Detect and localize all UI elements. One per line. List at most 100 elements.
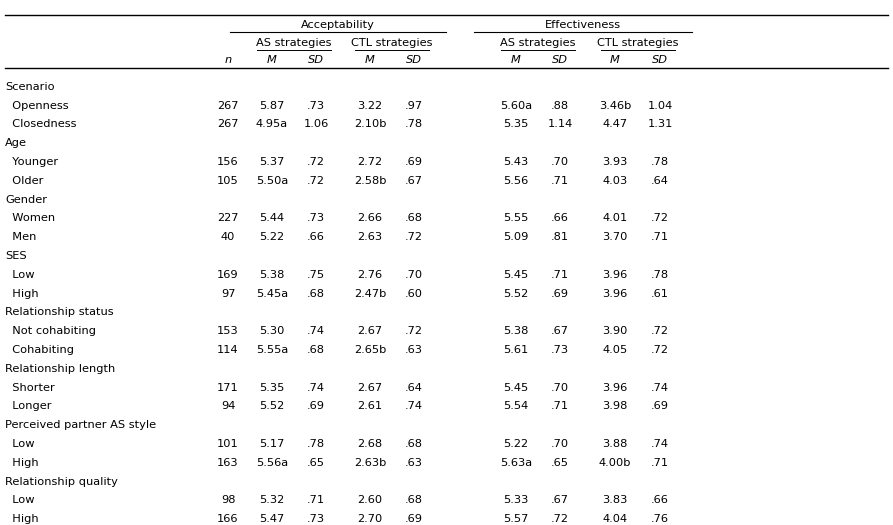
Text: 2.70: 2.70	[357, 514, 382, 524]
Text: .69: .69	[651, 402, 669, 412]
Text: 5.56: 5.56	[504, 176, 529, 186]
Text: SES: SES	[5, 251, 27, 261]
Text: 267: 267	[217, 119, 238, 129]
Text: .72: .72	[651, 213, 669, 224]
Text: 114: 114	[217, 345, 238, 355]
Text: .69: .69	[405, 157, 423, 167]
Text: .60: .60	[405, 289, 423, 299]
Text: 1.06: 1.06	[304, 119, 329, 129]
Text: 5.45a: 5.45a	[256, 289, 288, 299]
Text: .72: .72	[651, 326, 669, 336]
Text: 5.63a: 5.63a	[500, 458, 532, 468]
Text: 3.70: 3.70	[602, 232, 628, 242]
Text: 2.58b: 2.58b	[354, 176, 387, 186]
Text: 5.09: 5.09	[504, 232, 529, 242]
Text: AS strategies: AS strategies	[256, 38, 332, 48]
Text: SD: SD	[652, 55, 668, 65]
Text: Younger: Younger	[5, 157, 58, 167]
Text: 5.50a: 5.50a	[256, 176, 288, 186]
Text: .68: .68	[405, 496, 423, 506]
Text: 5.37: 5.37	[259, 157, 285, 167]
Text: 3.90: 3.90	[602, 326, 628, 336]
Text: 3.22: 3.22	[357, 101, 382, 111]
Text: .66: .66	[551, 213, 569, 224]
Text: 2.61: 2.61	[357, 402, 382, 412]
Text: 5.54: 5.54	[504, 402, 529, 412]
Text: .61: .61	[651, 289, 669, 299]
Text: .63: .63	[405, 345, 423, 355]
Text: .69: .69	[405, 514, 423, 524]
Text: n: n	[224, 55, 231, 65]
Text: 5.87: 5.87	[259, 101, 285, 111]
Text: Scenario: Scenario	[5, 82, 54, 92]
Text: 156: 156	[217, 157, 238, 167]
Text: .73: .73	[551, 345, 569, 355]
Text: 2.66: 2.66	[357, 213, 382, 224]
Text: 4.05: 4.05	[603, 345, 628, 355]
Text: 94: 94	[221, 402, 235, 412]
Text: .70: .70	[405, 270, 423, 280]
Text: .67: .67	[405, 176, 423, 186]
Text: 5.22: 5.22	[504, 439, 529, 449]
Text: .73: .73	[307, 101, 325, 111]
Text: .72: .72	[405, 232, 423, 242]
Text: 98: 98	[221, 496, 235, 506]
Text: .72: .72	[551, 514, 569, 524]
Text: .71: .71	[551, 176, 569, 186]
Text: 5.45: 5.45	[504, 383, 529, 393]
Text: 5.55a: 5.55a	[256, 345, 288, 355]
Text: 2.63b: 2.63b	[354, 458, 386, 468]
Text: 5.17: 5.17	[259, 439, 285, 449]
Text: 4.95a: 4.95a	[256, 119, 288, 129]
Text: Effectiveness: Effectiveness	[545, 20, 621, 30]
Text: .71: .71	[551, 402, 569, 412]
Text: Low: Low	[5, 439, 35, 449]
Text: .71: .71	[551, 270, 569, 280]
Text: .69: .69	[307, 402, 325, 412]
Text: .68: .68	[307, 345, 325, 355]
Text: 4.00b: 4.00b	[598, 458, 631, 468]
Text: .72: .72	[307, 157, 325, 167]
Text: .74: .74	[405, 402, 423, 412]
Text: .74: .74	[651, 439, 669, 449]
Text: .64: .64	[405, 383, 423, 393]
Text: CTL strategies: CTL strategies	[351, 38, 433, 48]
Text: Women: Women	[5, 213, 55, 224]
Text: Age: Age	[5, 138, 27, 148]
Text: 1.04: 1.04	[647, 101, 672, 111]
Text: .65: .65	[307, 458, 325, 468]
Text: 171: 171	[217, 383, 238, 393]
Text: 2.67: 2.67	[357, 326, 382, 336]
Text: Not cohabiting: Not cohabiting	[5, 326, 96, 336]
Text: Shorter: Shorter	[5, 383, 54, 393]
Text: 5.43: 5.43	[504, 157, 529, 167]
Text: M: M	[365, 55, 375, 65]
Text: .81: .81	[551, 232, 569, 242]
Text: .97: .97	[405, 101, 423, 111]
Text: 5.56a: 5.56a	[256, 458, 288, 468]
Text: Relationship status: Relationship status	[5, 308, 113, 318]
Text: Openness: Openness	[5, 101, 69, 111]
Text: SD: SD	[308, 55, 324, 65]
Text: .68: .68	[405, 213, 423, 224]
Text: M: M	[511, 55, 521, 65]
Text: High: High	[5, 289, 38, 299]
Text: .66: .66	[307, 232, 325, 242]
Text: SD: SD	[406, 55, 422, 65]
Text: .74: .74	[651, 383, 669, 393]
Text: 5.32: 5.32	[259, 496, 285, 506]
Text: 153: 153	[217, 326, 238, 336]
Text: 5.61: 5.61	[504, 345, 529, 355]
Text: 169: 169	[217, 270, 238, 280]
Text: .70: .70	[551, 157, 569, 167]
Text: .78: .78	[651, 270, 669, 280]
Text: 2.76: 2.76	[357, 270, 382, 280]
Text: .63: .63	[405, 458, 423, 468]
Text: 2.72: 2.72	[357, 157, 382, 167]
Text: 5.52: 5.52	[504, 289, 529, 299]
Text: .75: .75	[307, 270, 325, 280]
Text: M: M	[610, 55, 620, 65]
Text: 3.96: 3.96	[603, 289, 628, 299]
Text: .69: .69	[551, 289, 569, 299]
Text: .78: .78	[651, 157, 669, 167]
